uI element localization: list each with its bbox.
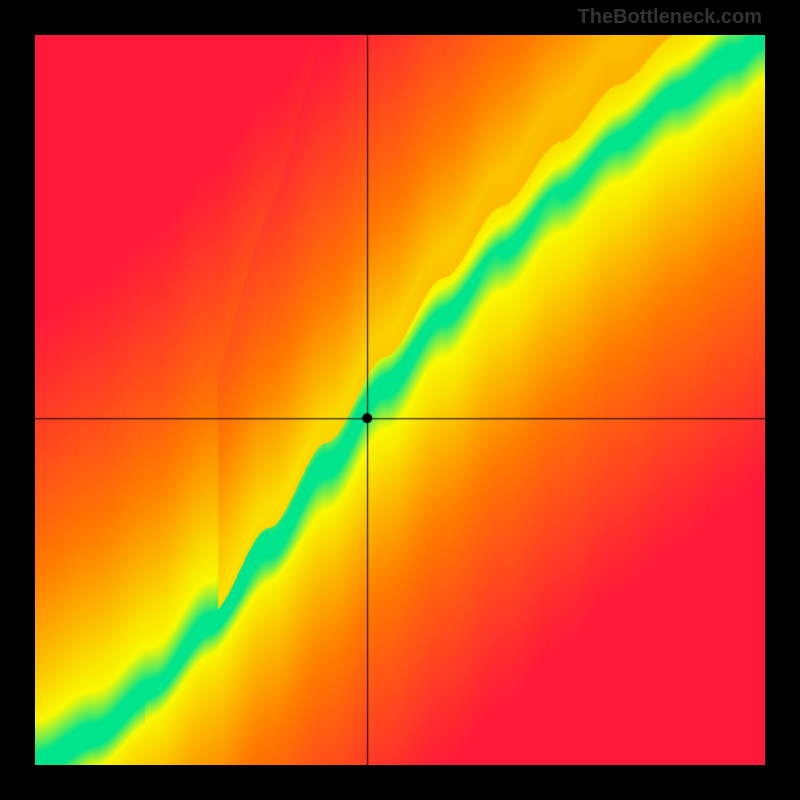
heatmap-plot (35, 35, 765, 765)
crosshair-overlay (35, 35, 765, 765)
watermark-text: TheBottleneck.com (578, 6, 762, 29)
chart-container: TheBottleneck.com (0, 0, 800, 800)
